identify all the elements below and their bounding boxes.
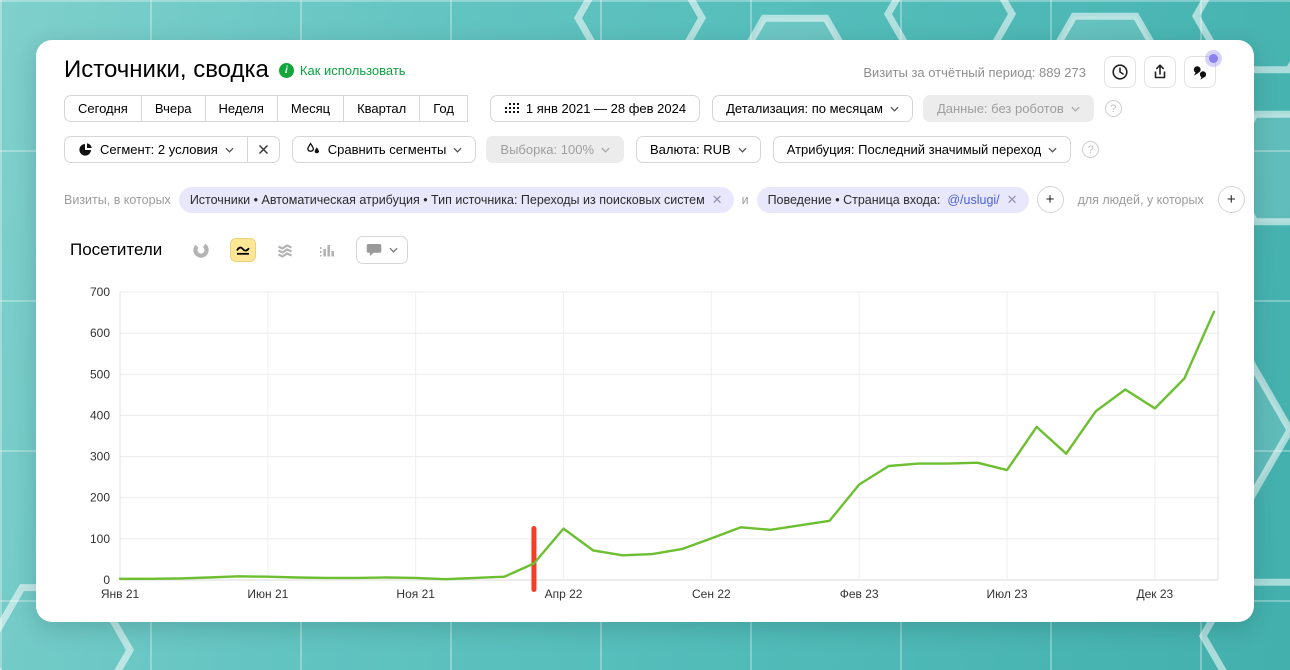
conjunction-label: и bbox=[741, 192, 749, 207]
filter-chip-source[interactable]: Источники • Автоматическая атрибуция • Т… bbox=[178, 186, 734, 213]
clock-icon bbox=[1112, 64, 1128, 80]
period-tab-quarter[interactable]: Квартал bbox=[343, 95, 421, 122]
date-range-button[interactable]: 1 янв 2021 — 28 фев 2024 bbox=[489, 95, 701, 122]
column-chart-icon bbox=[320, 245, 335, 257]
comments-button[interactable] bbox=[1184, 54, 1218, 88]
period-tab-today[interactable]: Сегодня bbox=[64, 95, 142, 122]
chart-controls: Посетители bbox=[70, 236, 409, 264]
svg-text:400: 400 bbox=[90, 408, 110, 422]
history-button[interactable] bbox=[1104, 56, 1136, 88]
notification-badge bbox=[1209, 54, 1218, 63]
line-chart: 0 100 200 300 400 500 600 700 Янв 21 Июн 21 Ноя 21… bbox=[90, 285, 1219, 601]
chevron-down-icon bbox=[453, 147, 462, 153]
pie-segment-icon bbox=[79, 143, 92, 156]
chart-type-columns[interactable] bbox=[314, 238, 340, 262]
period-tab-yesterday[interactable]: Вчера bbox=[140, 95, 206, 122]
add-visit-condition-button[interactable]: + bbox=[1036, 186, 1064, 213]
period-tab-month[interactable]: Месяц bbox=[276, 95, 345, 122]
filter-prefix-label: Визиты, в которых bbox=[64, 192, 171, 207]
info-icon: i bbox=[278, 62, 294, 78]
svg-text:Фев 23: Фев 23 bbox=[840, 587, 879, 601]
svg-text:700: 700 bbox=[90, 285, 110, 299]
svg-text:Дек 23: Дек 23 bbox=[1136, 587, 1173, 601]
svg-text:200: 200 bbox=[90, 491, 110, 505]
add-people-condition-button[interactable]: + bbox=[1217, 186, 1245, 213]
chevron-down-icon bbox=[389, 247, 398, 253]
filter-chip-behavior[interactable]: Поведение • Страница входа: @/uslugi/ ✕ bbox=[756, 186, 1029, 213]
help-question-icon[interactable]: ? bbox=[1104, 100, 1122, 117]
comments-icon bbox=[1193, 66, 1207, 80]
how-to-use-link[interactable]: i Как использовать bbox=[278, 62, 406, 78]
period-tab-week[interactable]: Неделя bbox=[204, 95, 278, 122]
svg-text:Июн 21: Июн 21 bbox=[247, 587, 288, 601]
export-button[interactable] bbox=[1144, 56, 1176, 88]
remove-filter-icon[interactable]: ✕ bbox=[1006, 191, 1018, 207]
help-question-icon[interactable]: ? bbox=[1082, 141, 1100, 158]
header-toolbar: Визиты за отчётный период: 889 273 bbox=[863, 54, 1218, 88]
line-chart-icon bbox=[236, 246, 250, 255]
metric-title: Посетители bbox=[70, 240, 163, 259]
data-mode-dropdown[interactable]: Данные: без роботов bbox=[922, 95, 1094, 122]
chart-type-doughnut[interactable] bbox=[188, 238, 214, 262]
chevron-down-icon bbox=[225, 147, 234, 153]
period-tab-year[interactable]: Год bbox=[419, 95, 468, 122]
svg-text:500: 500 bbox=[90, 367, 110, 381]
svg-text:100: 100 bbox=[90, 532, 110, 546]
chart-type-switcher bbox=[188, 238, 340, 262]
currency-dropdown[interactable]: Валюта: RUB bbox=[636, 136, 761, 163]
calendar-grid-icon bbox=[504, 103, 519, 113]
page-title: Источники, сводка bbox=[64, 56, 269, 83]
area-chart-icon bbox=[278, 244, 293, 258]
report-header: Источники, сводка i Как использовать bbox=[64, 56, 406, 84]
filter-conditions: Визиты, в которых Источники • Автоматиче… bbox=[64, 186, 1245, 213]
chart-type-area[interactable] bbox=[272, 238, 298, 262]
chevron-down-icon bbox=[890, 106, 899, 112]
comment-bubble-icon bbox=[366, 244, 382, 256]
period-controls: Сегодня Вчера Неделя Месяц Квартал Год 1… bbox=[64, 95, 1122, 122]
svg-text:Июл 23: Июл 23 bbox=[987, 587, 1028, 601]
segment-controls: Сегмент: 2 условия Сравнить сегменты Выб… bbox=[64, 136, 1100, 163]
detalization-dropdown[interactable]: Детализация: по месяцам bbox=[712, 95, 913, 122]
close-icon bbox=[258, 145, 268, 154]
chevron-down-icon bbox=[1048, 147, 1057, 153]
chevron-down-icon bbox=[1071, 106, 1080, 112]
chevron-down-icon bbox=[738, 147, 747, 153]
attribution-dropdown[interactable]: Атрибуция: Последний значимый переход bbox=[772, 136, 1072, 163]
remove-filter-icon[interactable]: ✕ bbox=[711, 191, 723, 207]
people-filter-label: для людей, у которых bbox=[1077, 192, 1204, 207]
compare-segments-dropdown[interactable]: Сравнить сегменты bbox=[291, 136, 477, 163]
svg-text:Сен 22: Сен 22 bbox=[692, 587, 731, 601]
segment-dropdown[interactable]: Сегмент: 2 условия bbox=[64, 136, 248, 163]
svg-text:Ноя 21: Ноя 21 bbox=[396, 587, 435, 601]
drops-compare-icon bbox=[306, 142, 319, 154]
svg-text:0: 0 bbox=[103, 573, 110, 587]
chart-type-line[interactable] bbox=[230, 238, 257, 262]
svg-text:600: 600 bbox=[90, 326, 110, 340]
export-icon bbox=[1154, 64, 1166, 79]
report-card: Источники, сводка i Как использовать Виз… bbox=[36, 40, 1254, 622]
svg-text:300: 300 bbox=[90, 450, 110, 464]
segment-clear-button[interactable] bbox=[246, 136, 280, 163]
chevron-down-icon bbox=[601, 147, 610, 153]
visitors-chart[interactable]: 0 100 200 300 400 500 600 700 Янв 21 Июн 21 Ноя 21… bbox=[56, 280, 1234, 621]
doughnut-chart-icon bbox=[193, 242, 209, 258]
svg-text:Янв 21: Янв 21 bbox=[101, 587, 140, 601]
annotations-dropdown[interactable] bbox=[356, 236, 409, 264]
sampling-dropdown[interactable]: Выборка: 100% bbox=[486, 136, 625, 163]
visits-summary: Визиты за отчётный период: 889 273 bbox=[863, 64, 1086, 80]
entry-page-link[interactable]: @/uslugi/ bbox=[947, 192, 1000, 207]
svg-text:Апр 22: Апр 22 bbox=[545, 587, 583, 601]
